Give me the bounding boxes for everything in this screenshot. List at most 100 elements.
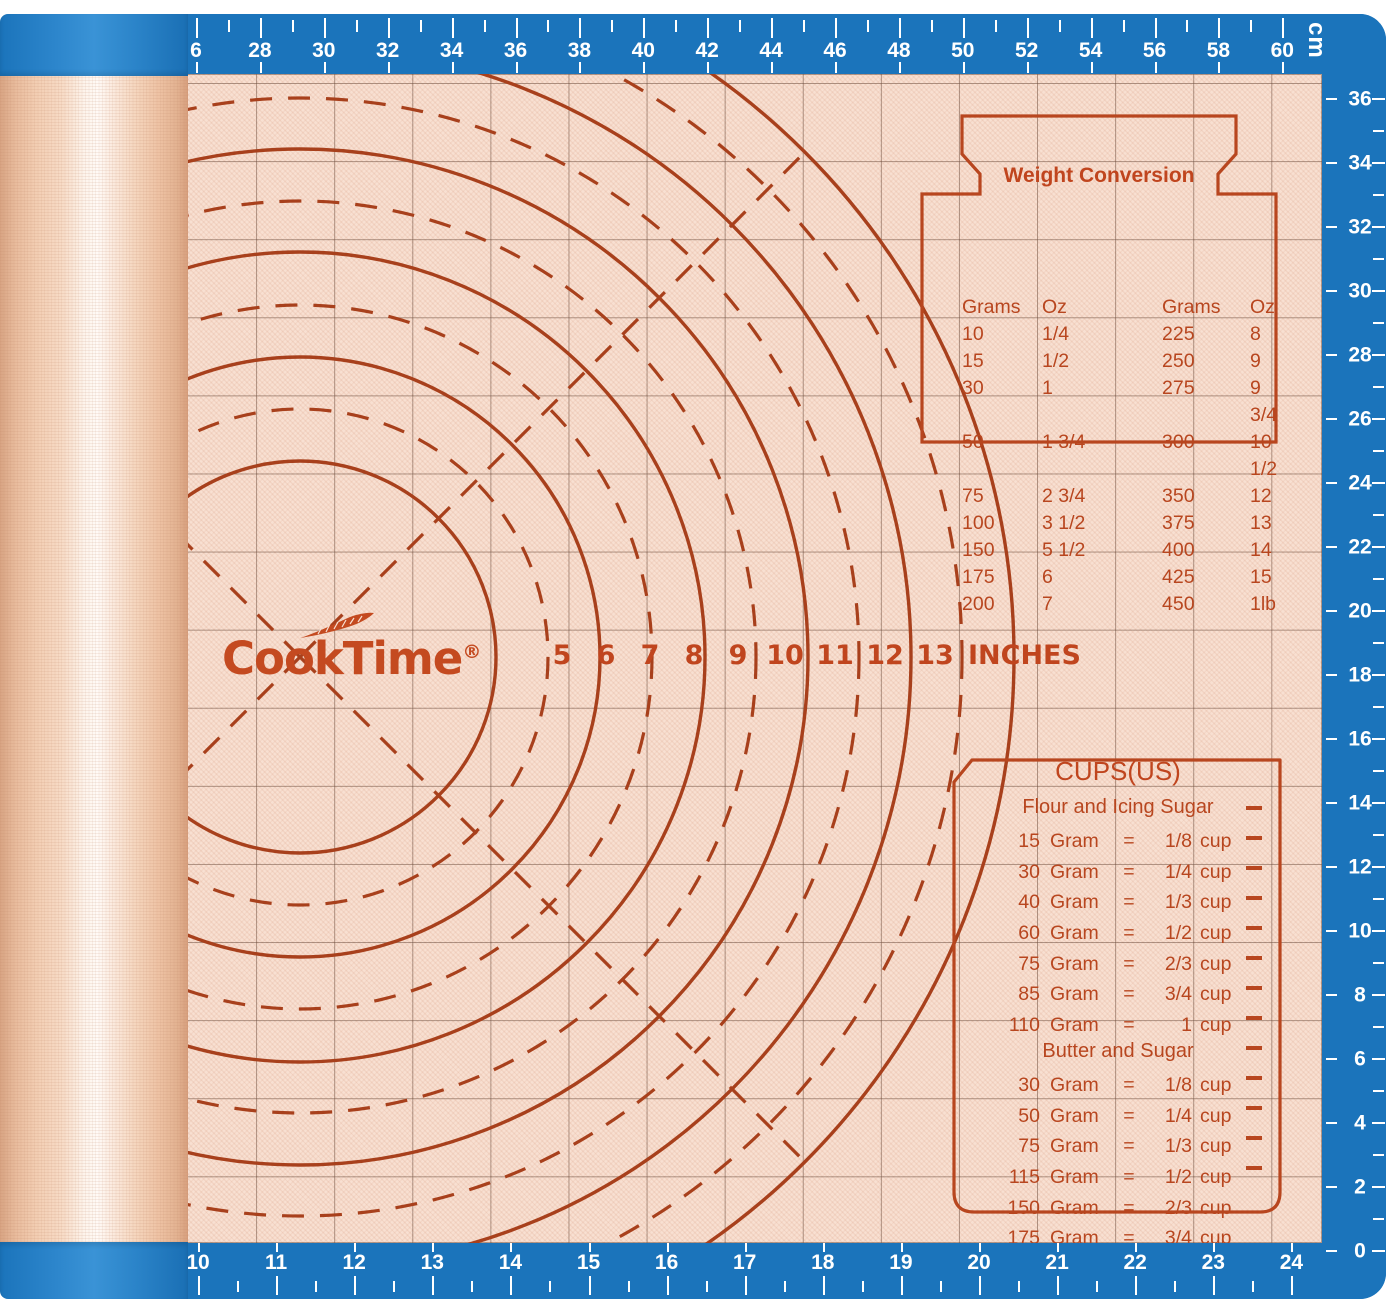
cups-equals: = bbox=[1123, 922, 1135, 945]
ruler-tick-major bbox=[1372, 674, 1385, 676]
ruler-tick-major bbox=[1372, 994, 1385, 996]
ruler-tick-major bbox=[259, 18, 262, 38]
ruler-tick-major bbox=[1291, 1276, 1294, 1295]
weight-cell: 15 bbox=[1250, 566, 1272, 588]
ruler-bottom-label: 12 bbox=[342, 1251, 366, 1274]
cups-unit-gram: Gram bbox=[1050, 952, 1099, 975]
ruler-tick-major bbox=[900, 1243, 903, 1252]
cups-unit-gram: Gram bbox=[1050, 983, 1099, 1006]
weight-cell: 375 bbox=[1162, 512, 1195, 534]
weight-cell: 10 1/2 bbox=[1250, 431, 1278, 480]
ruler-top-label: 32 bbox=[376, 39, 400, 62]
ruler-tick-major bbox=[1372, 930, 1385, 932]
table-row: 150 5 1/2 400 14 bbox=[962, 537, 1292, 564]
cups-grams: 110 bbox=[1008, 1014, 1040, 1037]
ruler-tick-major bbox=[515, 62, 518, 73]
cups-value: 1/8 bbox=[1164, 830, 1192, 852]
ruler-bottom-label: 13 bbox=[420, 1251, 444, 1274]
ruler-right-label: 6 bbox=[1354, 1047, 1366, 1071]
ruler-tick-major bbox=[1326, 1186, 1337, 1188]
ruler-tick-major bbox=[1372, 226, 1385, 228]
ruler-tick-minor bbox=[471, 1281, 474, 1292]
weight-cell: 1 3/4 bbox=[1042, 431, 1086, 453]
ruler-tick-major bbox=[515, 18, 518, 38]
ruler-tick-minor bbox=[1373, 386, 1384, 388]
wheat-leaf-icon bbox=[300, 612, 374, 638]
weight-cell: 6 bbox=[1042, 566, 1053, 588]
ruler-tick-major bbox=[962, 62, 965, 73]
weight-cell: 10 bbox=[962, 323, 984, 345]
ruler-tick-major bbox=[1326, 866, 1337, 868]
ruler-tick-minor bbox=[861, 1281, 864, 1292]
list-item: 60 Gram = 1/2 cup bbox=[992, 918, 1272, 949]
list-item: 40 Gram = 1/3 cup bbox=[992, 887, 1272, 918]
inch-scale-number: 11 bbox=[816, 640, 854, 671]
ruler-tick-major bbox=[510, 1243, 513, 1252]
cups-value: 1 bbox=[1181, 1014, 1192, 1037]
ruler-tick-major bbox=[198, 1276, 200, 1295]
ruler-bottom-label: 10 bbox=[186, 1251, 210, 1274]
ruler-tick-major bbox=[1372, 290, 1385, 292]
weight-cell: 75 bbox=[962, 485, 984, 507]
ruler-tick-major bbox=[432, 1243, 435, 1252]
ruler-tick-major bbox=[771, 18, 774, 38]
cups-value: 1/2 bbox=[1164, 922, 1192, 945]
ruler-top-label: 40 bbox=[631, 39, 655, 62]
ruler-tick-minor bbox=[1373, 1218, 1384, 1220]
ruler-tick-major bbox=[1326, 418, 1337, 420]
weight-col-header: Grams bbox=[962, 296, 1021, 318]
ruler-tick-major bbox=[822, 1276, 825, 1295]
ruler-tick-major bbox=[1057, 1243, 1060, 1252]
cups-value: 1/2 bbox=[1164, 1166, 1192, 1189]
table-row-header: Grams Oz Grams Oz bbox=[962, 294, 1292, 321]
ruler-tick-minor bbox=[1122, 20, 1125, 32]
ruler-tick-minor bbox=[1373, 706, 1384, 708]
ruler-tick-major bbox=[771, 62, 774, 73]
ruler-tick-minor bbox=[1018, 1281, 1021, 1292]
ruler-bottom-label: 11 bbox=[264, 1251, 288, 1274]
weight-cell: 15 bbox=[962, 350, 984, 372]
cups-grams: 60 bbox=[1018, 922, 1040, 945]
weight-cell: 175 bbox=[962, 566, 995, 588]
cups-unit-cup: cup bbox=[1200, 1014, 1232, 1037]
ruler-tick-major bbox=[1372, 1122, 1385, 1124]
ruler-tick-minor bbox=[1373, 450, 1384, 452]
weight-col-header: Oz bbox=[1250, 296, 1275, 318]
list-item: 30 Gram = 1/8 cup bbox=[992, 1070, 1272, 1101]
cups-unit-cup: cup bbox=[1200, 1227, 1232, 1243]
ruler-right-label: 0 bbox=[1354, 1239, 1366, 1263]
inch-scale-unit: INCHES bbox=[968, 640, 1081, 671]
cups-equals: = bbox=[1123, 1196, 1135, 1219]
cups-unit-cup: cup bbox=[1200, 1135, 1232, 1158]
inch-scale-number: 5 bbox=[552, 640, 572, 671]
ruler-tick-major bbox=[451, 18, 454, 38]
ruler-tick-major bbox=[1372, 1058, 1385, 1060]
weight-cell: 425 bbox=[1162, 566, 1195, 588]
ruler-top-label: 44 bbox=[759, 39, 783, 62]
weight-cell: 8 bbox=[1250, 323, 1261, 345]
ruler-tick-minor bbox=[739, 20, 742, 32]
cups-unit-cup: cup bbox=[1200, 891, 1232, 914]
registered-mark: ® bbox=[462, 641, 482, 663]
list-item: 150 Gram = 2/3 cup bbox=[992, 1193, 1272, 1224]
cups-grams: 115 bbox=[1008, 1166, 1040, 1189]
brand-name: CookTime bbox=[222, 632, 463, 685]
weight-cell: 1/4 bbox=[1042, 323, 1070, 345]
ruler-tick-minor bbox=[1373, 130, 1384, 132]
ruler-top-label: 60 bbox=[1270, 39, 1294, 62]
ruler-tick-major bbox=[1326, 930, 1337, 932]
ruler-tick-major bbox=[387, 18, 390, 38]
ruler-tick-major bbox=[1326, 546, 1337, 548]
weight-conversion-panel: Weight Conversion Grams Oz Grams Oz 10 1/4 225… bbox=[918, 112, 1280, 615]
list-item: 75 Gram = 1/3 cup bbox=[992, 1131, 1272, 1162]
ruler-tick-major bbox=[822, 1243, 825, 1252]
ruler-tick-major bbox=[1326, 1122, 1337, 1124]
ruler-tick-major bbox=[196, 62, 198, 73]
cups-unit-cup: cup bbox=[1200, 1166, 1232, 1189]
table-row: 30 1 275 9 3/4 bbox=[962, 375, 1292, 429]
ruler-tick-minor bbox=[1373, 578, 1384, 580]
cups-unit-gram: Gram bbox=[1050, 860, 1099, 883]
inch-scale-number: 13 bbox=[916, 640, 954, 671]
ruler-tick-major bbox=[898, 62, 901, 73]
